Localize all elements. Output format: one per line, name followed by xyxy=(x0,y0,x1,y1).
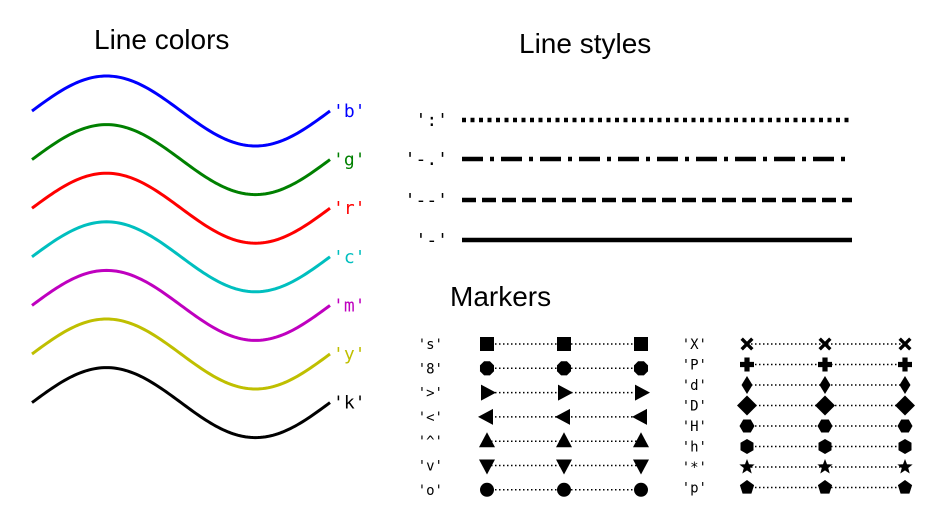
marker-triangle-right xyxy=(481,384,496,401)
marker-triangle-down xyxy=(633,459,649,475)
marker-plus-filled xyxy=(740,357,754,372)
marker-hexagon-flat xyxy=(739,419,755,433)
marker-triangle-up xyxy=(556,432,572,448)
marker-octagon xyxy=(556,361,572,376)
line-colors-panel: 'b' 'g' 'r' 'c' 'm' 'y' 'k' xyxy=(31,74,366,440)
marker-code-label-thin-diamond: 'd' xyxy=(682,378,707,394)
marker-square xyxy=(480,337,494,351)
color-code-label-red: 'r' xyxy=(333,198,366,219)
marker-triangle-left xyxy=(555,408,570,425)
marker-code-label-diamond: 'D' xyxy=(682,399,707,415)
marker-code-label-circle: 'o' xyxy=(418,483,443,499)
marker-square xyxy=(557,337,571,351)
marker-x-filled xyxy=(818,337,832,351)
marker-star xyxy=(897,459,913,474)
marker-square xyxy=(634,337,648,351)
linestyle-code-label-solid: '-' xyxy=(415,230,448,251)
marker-diamond xyxy=(737,395,757,416)
marker-thin-diamond xyxy=(899,376,911,394)
marker-x-filled xyxy=(898,337,912,351)
marker-diamond xyxy=(815,395,835,416)
line-blue xyxy=(31,74,331,148)
marker-pentagon xyxy=(739,480,755,494)
marker-code-label-hexagon-flat: 'H' xyxy=(682,419,707,435)
marker-circle xyxy=(480,482,494,497)
marker-triangle-right xyxy=(635,384,650,401)
marker-hexagon-pointy xyxy=(818,439,832,454)
line-cyan xyxy=(31,220,331,294)
marker-triangle-right xyxy=(558,384,573,401)
marker-code-label-triangle-up: '^' xyxy=(418,434,443,450)
color-code-label-yellow: 'y' xyxy=(333,344,366,365)
marker-code-label-octagon: '8' xyxy=(418,361,443,377)
marker-hexagon-flat xyxy=(897,419,913,433)
line-styles-panel: ':' '-.' '--' '-' xyxy=(405,110,852,251)
marker-octagon xyxy=(479,361,495,376)
marker-code-label-triangle-right: '>' xyxy=(418,386,443,402)
marker-pentagon xyxy=(817,480,833,494)
marker-circle xyxy=(557,482,571,497)
marker-triangle-left xyxy=(478,408,493,425)
markers-title: Markers xyxy=(450,281,552,312)
color-code-label-blue: 'b' xyxy=(333,101,366,122)
linestyle-code-label-dotted: ':' xyxy=(415,110,448,131)
marker-code-label-triangle-down: 'v' xyxy=(418,459,443,475)
color-code-label-black: 'k' xyxy=(333,393,366,414)
marker-code-label-plus-filled: 'P' xyxy=(682,358,707,374)
marker-thin-diamond xyxy=(819,376,831,394)
marker-hexagon-pointy xyxy=(740,439,754,454)
marker-code-label-hexagon-pointy: 'h' xyxy=(682,440,707,456)
line-green xyxy=(31,123,331,197)
markers-panel: 's' '8' '>' '<' '^' 'v' 'o' 'X' 'P' 'd' 'D' 'H' 'h' '… xyxy=(418,337,915,499)
marker-triangle-up xyxy=(633,432,649,448)
marker-plus-filled xyxy=(818,357,832,372)
marker-code-label-star: '*' xyxy=(682,460,707,476)
marker-hexagon-flat xyxy=(817,419,833,433)
marker-hexagon-pointy xyxy=(898,439,912,454)
color-code-label-green: 'g' xyxy=(333,150,366,171)
marker-triangle-down xyxy=(479,459,495,475)
line-red xyxy=(31,171,331,245)
marker-star xyxy=(739,459,755,474)
marker-octagon xyxy=(633,361,649,376)
marker-triangle-left xyxy=(632,408,647,425)
line-colors-title: Line colors xyxy=(94,24,230,55)
line-black xyxy=(31,366,331,440)
marker-code-label-square: 's' xyxy=(418,337,443,353)
marker-triangle-up xyxy=(479,432,495,448)
linestyle-code-label-dashed: '--' xyxy=(405,190,448,211)
marker-pentagon xyxy=(897,480,913,494)
line-styles-title: Line styles xyxy=(519,28,652,59)
color-code-label-magenta: 'm' xyxy=(333,295,366,316)
marker-code-label-x-filled: 'X' xyxy=(682,337,707,353)
marker-diamond xyxy=(895,395,915,416)
marker-x-filled xyxy=(740,337,754,351)
color-code-label-cyan: 'c' xyxy=(333,247,366,268)
marker-thin-diamond xyxy=(741,376,753,394)
marker-star xyxy=(817,459,833,474)
marker-plus-filled xyxy=(898,357,912,372)
marker-triangle-down xyxy=(556,459,572,475)
marker-code-label-triangle-left: '<' xyxy=(418,410,443,426)
marker-code-label-pentagon: 'p' xyxy=(682,481,707,497)
marker-circle xyxy=(634,482,648,497)
linestyle-code-label-dashdot: '-.' xyxy=(405,149,448,170)
line-yellow xyxy=(31,317,331,391)
line-magenta xyxy=(31,268,331,342)
